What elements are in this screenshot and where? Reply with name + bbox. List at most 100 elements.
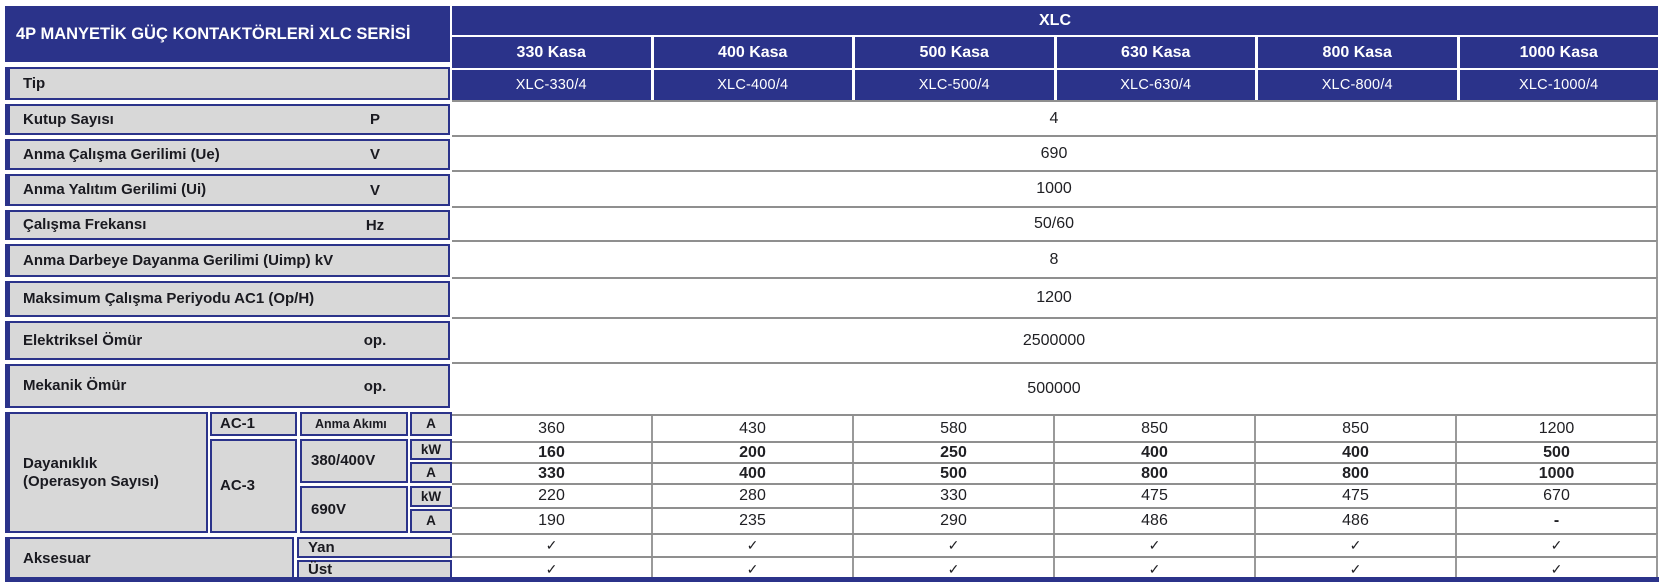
- table-cell: 850: [1254, 416, 1455, 441]
- model-xlc-500-4: XLC-500/4: [855, 70, 1054, 100]
- cell-value: 475: [1141, 487, 1168, 504]
- table-cell: 400: [1053, 443, 1254, 462]
- unit-a: A: [426, 464, 436, 480]
- check-mark: ✓: [1349, 560, 1362, 577]
- table-cell: 500: [852, 464, 1053, 483]
- table-cell: ✓: [1254, 535, 1455, 556]
- table-cell: 430: [651, 416, 852, 441]
- spec-unit: P: [369, 111, 380, 128]
- spec-label: Mekanik Ömür: [23, 377, 127, 395]
- table-cell: ✓: [1254, 558, 1455, 580]
- cell-value: 800: [1342, 464, 1369, 482]
- ac1-label: AC-1: [220, 415, 256, 433]
- cell-value: 1200: [1538, 419, 1575, 437]
- spec-value: 8: [1049, 250, 1059, 268]
- check-mark: ✓: [746, 560, 759, 577]
- cell-value: 290: [940, 512, 967, 529]
- durability-label: Dayanıklık (Operasyon Sayısı): [10, 455, 159, 490]
- value-row-anma-calisma-gerilimi: 690: [452, 135, 1658, 170]
- cell-value: 200: [739, 443, 766, 461]
- value-row-anma-akimi-a: 360 430 580 850 850 1200: [452, 414, 1658, 441]
- voltage-690-label: 690V: [311, 500, 347, 518]
- cell-value: 360: [538, 419, 565, 437]
- model-label: XLC-500/4: [918, 77, 990, 93]
- value-row-aksesuar-yan: ✓ ✓ ✓ ✓ ✓ ✓: [452, 533, 1658, 556]
- model-label: XLC-800/4: [1321, 77, 1393, 93]
- table-cell: 250: [852, 443, 1053, 462]
- unit-cell-a2: A: [410, 462, 452, 483]
- unit-cell-a3: A: [410, 509, 452, 533]
- spec-unit: V: [369, 181, 380, 199]
- kasa-header-row: 330 Kasa 400 Kasa 500 Kasa 630 Kasa 800 …: [452, 37, 1658, 68]
- cell-value: 330: [940, 487, 967, 504]
- cell-value: -: [1553, 512, 1560, 529]
- table-title: 4P MANYETİK GÜÇ KONTAKTÖRLERİ XLC SERİSİ: [5, 6, 450, 62]
- table-cell: ✓: [651, 535, 852, 556]
- cell-value: 400: [1342, 443, 1369, 461]
- table-cell: 190: [452, 509, 651, 533]
- model-label: XLC-400/4: [717, 77, 789, 93]
- unit-a: A: [426, 513, 436, 529]
- table-cell: 850: [1053, 416, 1254, 441]
- table-cell: 220: [452, 485, 651, 507]
- kasa-header-500: 500 Kasa: [855, 37, 1054, 68]
- durability-label-line2: (Operasyon Sayısı): [23, 472, 159, 490]
- check-mark: ✓: [1349, 537, 1362, 553]
- cell-value: 235: [739, 512, 766, 529]
- aksesuar-label: Aksesuar: [23, 549, 91, 567]
- ac1-cell: AC-1: [210, 412, 297, 436]
- table-cell: 1000: [1455, 464, 1656, 483]
- cell-value: 475: [1342, 487, 1369, 504]
- table-cell: ✓: [1455, 535, 1656, 556]
- spec-value: 4: [1049, 109, 1059, 127]
- kasa-label: 400 Kasa: [718, 43, 788, 61]
- value-row-anma-darbeye-dayanma: 8: [452, 240, 1658, 277]
- cell-value: 1000: [1538, 464, 1575, 482]
- spec-label: Anma Yalıtım Gerilimi (Ui): [23, 181, 207, 199]
- spec-label: Elektriksel Ömür: [23, 331, 143, 349]
- unit-cell-kw1: kW: [410, 439, 452, 460]
- kasa-header-800: 800 Kasa: [1258, 37, 1457, 68]
- yan-label: Yan: [308, 538, 335, 556]
- unit-a: A: [426, 416, 436, 432]
- series-title: XLC: [1039, 11, 1071, 29]
- series-header-row: XLC: [452, 6, 1658, 35]
- table-cell: 800: [1053, 464, 1254, 483]
- cell-value: 430: [739, 419, 766, 437]
- spec-label: Maksimum Çalışma Periyodu AC1 (Op/H): [23, 290, 315, 308]
- table-cell: 486: [1053, 509, 1254, 533]
- cell-value: 250: [940, 443, 967, 461]
- table-cell: ✓: [852, 535, 1053, 556]
- table-cell: 475: [1254, 485, 1455, 507]
- value-row-calisma-frekansi: 50/60: [452, 206, 1658, 240]
- check-mark: ✓: [1550, 537, 1563, 553]
- voltage-690-cell: 690V: [300, 486, 408, 533]
- cell-value: 190: [538, 512, 565, 529]
- table-cell: 330: [452, 464, 651, 483]
- check-mark: ✓: [545, 560, 558, 577]
- value-row-maksimum-calisma-periyodu: 1200: [452, 277, 1658, 317]
- voltage-380-400-cell: 380/400V: [300, 439, 408, 483]
- tip-label: Tip: [23, 74, 46, 92]
- table-cell: ✓: [852, 558, 1053, 580]
- durability-label-cell: Dayanıklık (Operasyon Sayısı): [5, 412, 208, 533]
- table-cell: 475: [1053, 485, 1254, 507]
- model-xlc-400-4: XLC-400/4: [653, 70, 852, 100]
- cell-value: 220: [538, 487, 565, 504]
- spec-value: 1200: [1036, 289, 1072, 306]
- check-mark: ✓: [947, 537, 960, 553]
- table-cell: ✓: [1455, 558, 1656, 580]
- row-label-maksimum-calisma-periyodu: Maksimum Çalışma Periyodu AC1 (Op/H): [5, 281, 450, 317]
- value-row-aksesuar-ust: ✓ ✓ ✓ ✓ ✓ ✓: [452, 556, 1658, 580]
- kasa-header-1000: 1000 Kasa: [1459, 37, 1658, 68]
- kasa-label: 500 Kasa: [919, 43, 989, 61]
- value-row-elektriksel-omur: 2500000: [452, 317, 1658, 362]
- value-row-380-400v-kw: 160 200 250 400 400 500: [452, 441, 1658, 462]
- table-cell: 670: [1455, 485, 1656, 507]
- kasa-label: 800 Kasa: [1322, 43, 1392, 61]
- check-mark: ✓: [545, 537, 558, 553]
- unit-kw: kW: [420, 441, 442, 457]
- table-cell: 330: [852, 485, 1053, 507]
- row-label-anma-calisma-gerilimi: Anma Çalışma Gerilimi (Ue) V: [5, 139, 450, 170]
- model-xlc-1000-4: XLC-1000/4: [1459, 70, 1658, 100]
